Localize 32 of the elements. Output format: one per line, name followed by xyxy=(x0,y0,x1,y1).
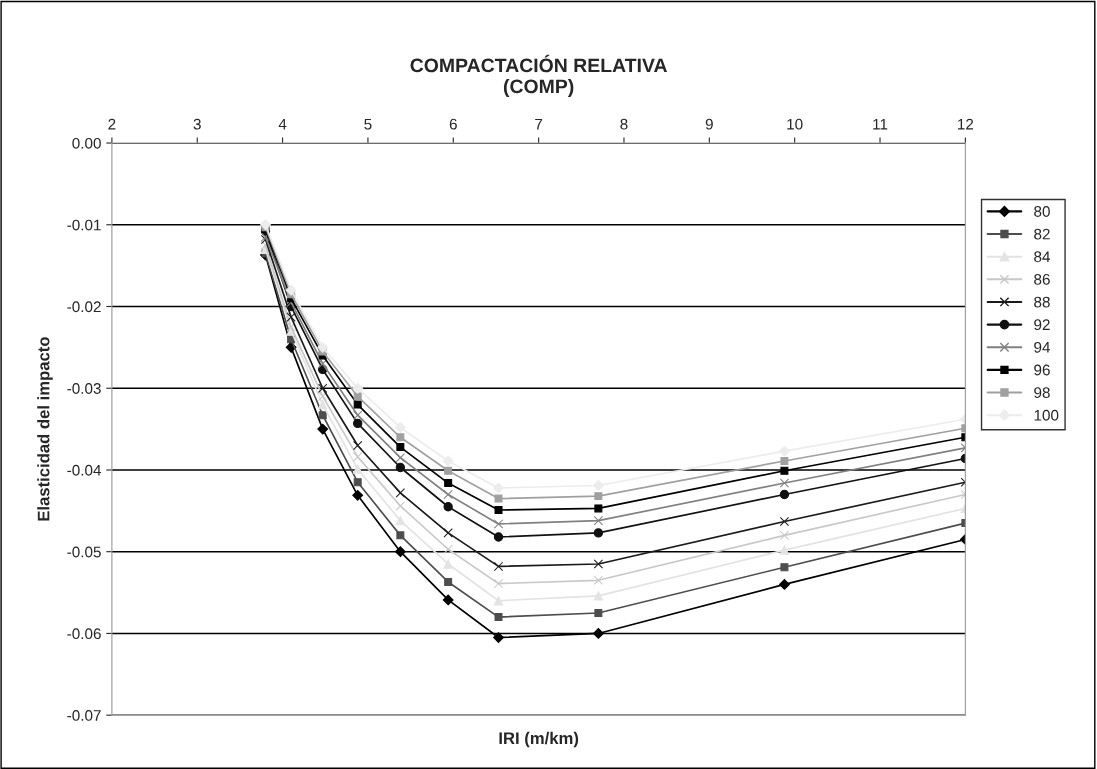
legend-label: 98 xyxy=(1034,387,1050,399)
legend-label: 82 xyxy=(1034,228,1050,240)
legend-label: 88 xyxy=(1034,296,1050,308)
y-tick-label: -0.02 xyxy=(67,301,101,313)
y-axis-title: Elasticidad del impacto xyxy=(37,337,53,521)
y-tick-label: -0.03 xyxy=(67,383,101,394)
legend-label: 80 xyxy=(1034,206,1050,217)
y-tick-label: -0.04 xyxy=(67,464,102,476)
x-tick-label: 11 xyxy=(873,118,888,130)
x-tick-label: 6 xyxy=(449,118,457,130)
y-tick-label: -0.01 xyxy=(67,219,101,231)
legend-label: 86 xyxy=(1034,273,1050,285)
legend-label: 96 xyxy=(1034,364,1050,376)
legend-label: 92 xyxy=(1034,319,1050,331)
y-tick-label: -0.06 xyxy=(67,628,101,640)
x-tick-label: 7 xyxy=(535,118,543,130)
x-tick-label: 3 xyxy=(193,118,201,130)
y-tick-label: 0.00 xyxy=(72,137,101,149)
x-tick-label: 8 xyxy=(620,118,628,130)
x-tick-label: 9 xyxy=(705,118,713,130)
x-tick-label: 5 xyxy=(364,118,372,130)
legend-label: 84 xyxy=(1034,251,1051,263)
legend-label: 100 xyxy=(1034,409,1059,421)
legend-label: 94 xyxy=(1034,341,1051,353)
x-tick-label: 2 xyxy=(108,118,116,130)
x-axis-title: IRI (m/km) xyxy=(499,731,579,748)
chart-title: COMPACTACIÓN RELATIVA (COMP) xyxy=(410,54,668,98)
x-tick-label: 10 xyxy=(787,118,803,130)
x-tick-label: 4 xyxy=(278,118,287,130)
y-tick-label: -0.07 xyxy=(67,710,101,721)
x-tick-label: 12 xyxy=(958,118,974,130)
y-tick-label: -0.05 xyxy=(67,546,101,558)
